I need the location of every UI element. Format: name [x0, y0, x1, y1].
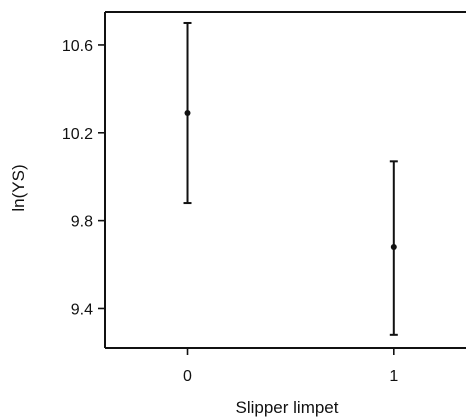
- data-point: [390, 243, 397, 250]
- y-axis-label: ln(YS): [9, 164, 28, 211]
- y-axis-ticks: 9.4 9.8 10.2 10.6: [62, 38, 105, 318]
- y-tick-label: 10.2: [62, 126, 93, 143]
- x-tick-label: 1: [389, 368, 398, 385]
- plot-frame: [104, 11, 466, 349]
- y-tick-label: 10.6: [62, 38, 93, 55]
- x-tick-label: 0: [183, 368, 192, 385]
- y-tick-label: 9.4: [71, 301, 93, 318]
- data-point: [184, 110, 191, 117]
- x-axis-label: Slipper limpet: [236, 398, 339, 417]
- data-marks: [183, 21, 398, 336]
- y-tick-label: 9.8: [71, 214, 93, 231]
